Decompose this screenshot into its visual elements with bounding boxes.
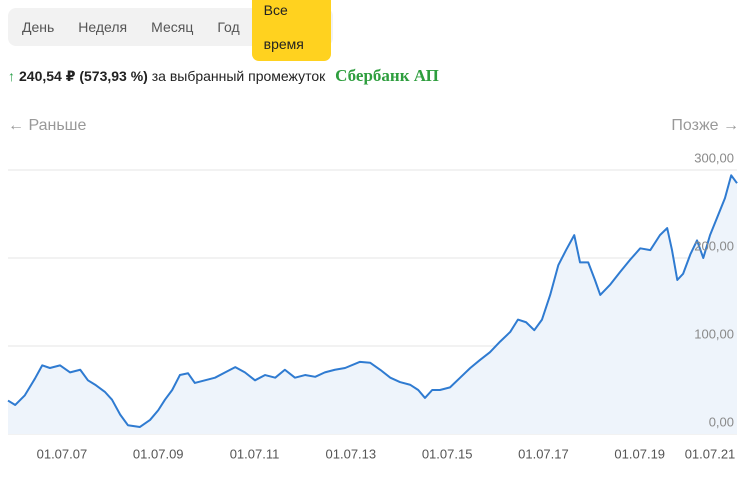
y-tick-label: 100,00 bbox=[694, 326, 734, 341]
nav-earlier[interactable]: ← Раньше bbox=[8, 117, 86, 135]
x-tick-label: 01.07.19 bbox=[614, 446, 665, 461]
ticker: Сбербанк АП bbox=[335, 66, 439, 85]
x-tick-label: 01.07.13 bbox=[326, 446, 377, 461]
x-tick-label: 01.07.11 bbox=[230, 446, 280, 461]
nav-later[interactable]: Позже → bbox=[671, 117, 739, 135]
tab[interactable]: Неделя bbox=[78, 19, 128, 35]
tab-active[interactable]: Все время bbox=[251, 0, 331, 61]
line bbox=[7, 174, 738, 428]
change: 240,54 ₽ (573,93 %) bbox=[19, 68, 148, 84]
arrow-left: ← bbox=[8, 117, 24, 134]
up-arrow: ↑ bbox=[8, 68, 15, 84]
tab[interactable]: День bbox=[22, 19, 55, 35]
nav-label: Позже bbox=[671, 117, 719, 134]
period-tabs: День Неделя Месяц Год Все время bbox=[8, 0, 333, 61]
tab[interactable]: Месяц bbox=[151, 19, 194, 35]
summary: ↑ 240,54 ₽ (573,93 %) за выбранный промеж… bbox=[8, 66, 439, 86]
y-tick-label: 0,00 bbox=[709, 414, 734, 429]
y-tick-label: 200,00 bbox=[694, 238, 734, 253]
x-tick-label: 01.07.15 bbox=[422, 446, 473, 461]
x-tick-label: 01.07.07 bbox=[37, 446, 88, 461]
tab[interactable]: Год bbox=[217, 19, 240, 35]
arrow-right: → bbox=[723, 117, 739, 134]
x-tick-label: 01.07.09 bbox=[133, 446, 184, 461]
caption: за выбранный промежуток bbox=[151, 68, 326, 84]
y-tick-label: 300,00 bbox=[694, 150, 734, 165]
x-tick-label: 01.07.21 bbox=[685, 446, 736, 461]
nav-label: Раньше bbox=[28, 117, 87, 134]
x-tick-label: 01.07.17 bbox=[518, 446, 569, 461]
area bbox=[8, 175, 737, 434]
